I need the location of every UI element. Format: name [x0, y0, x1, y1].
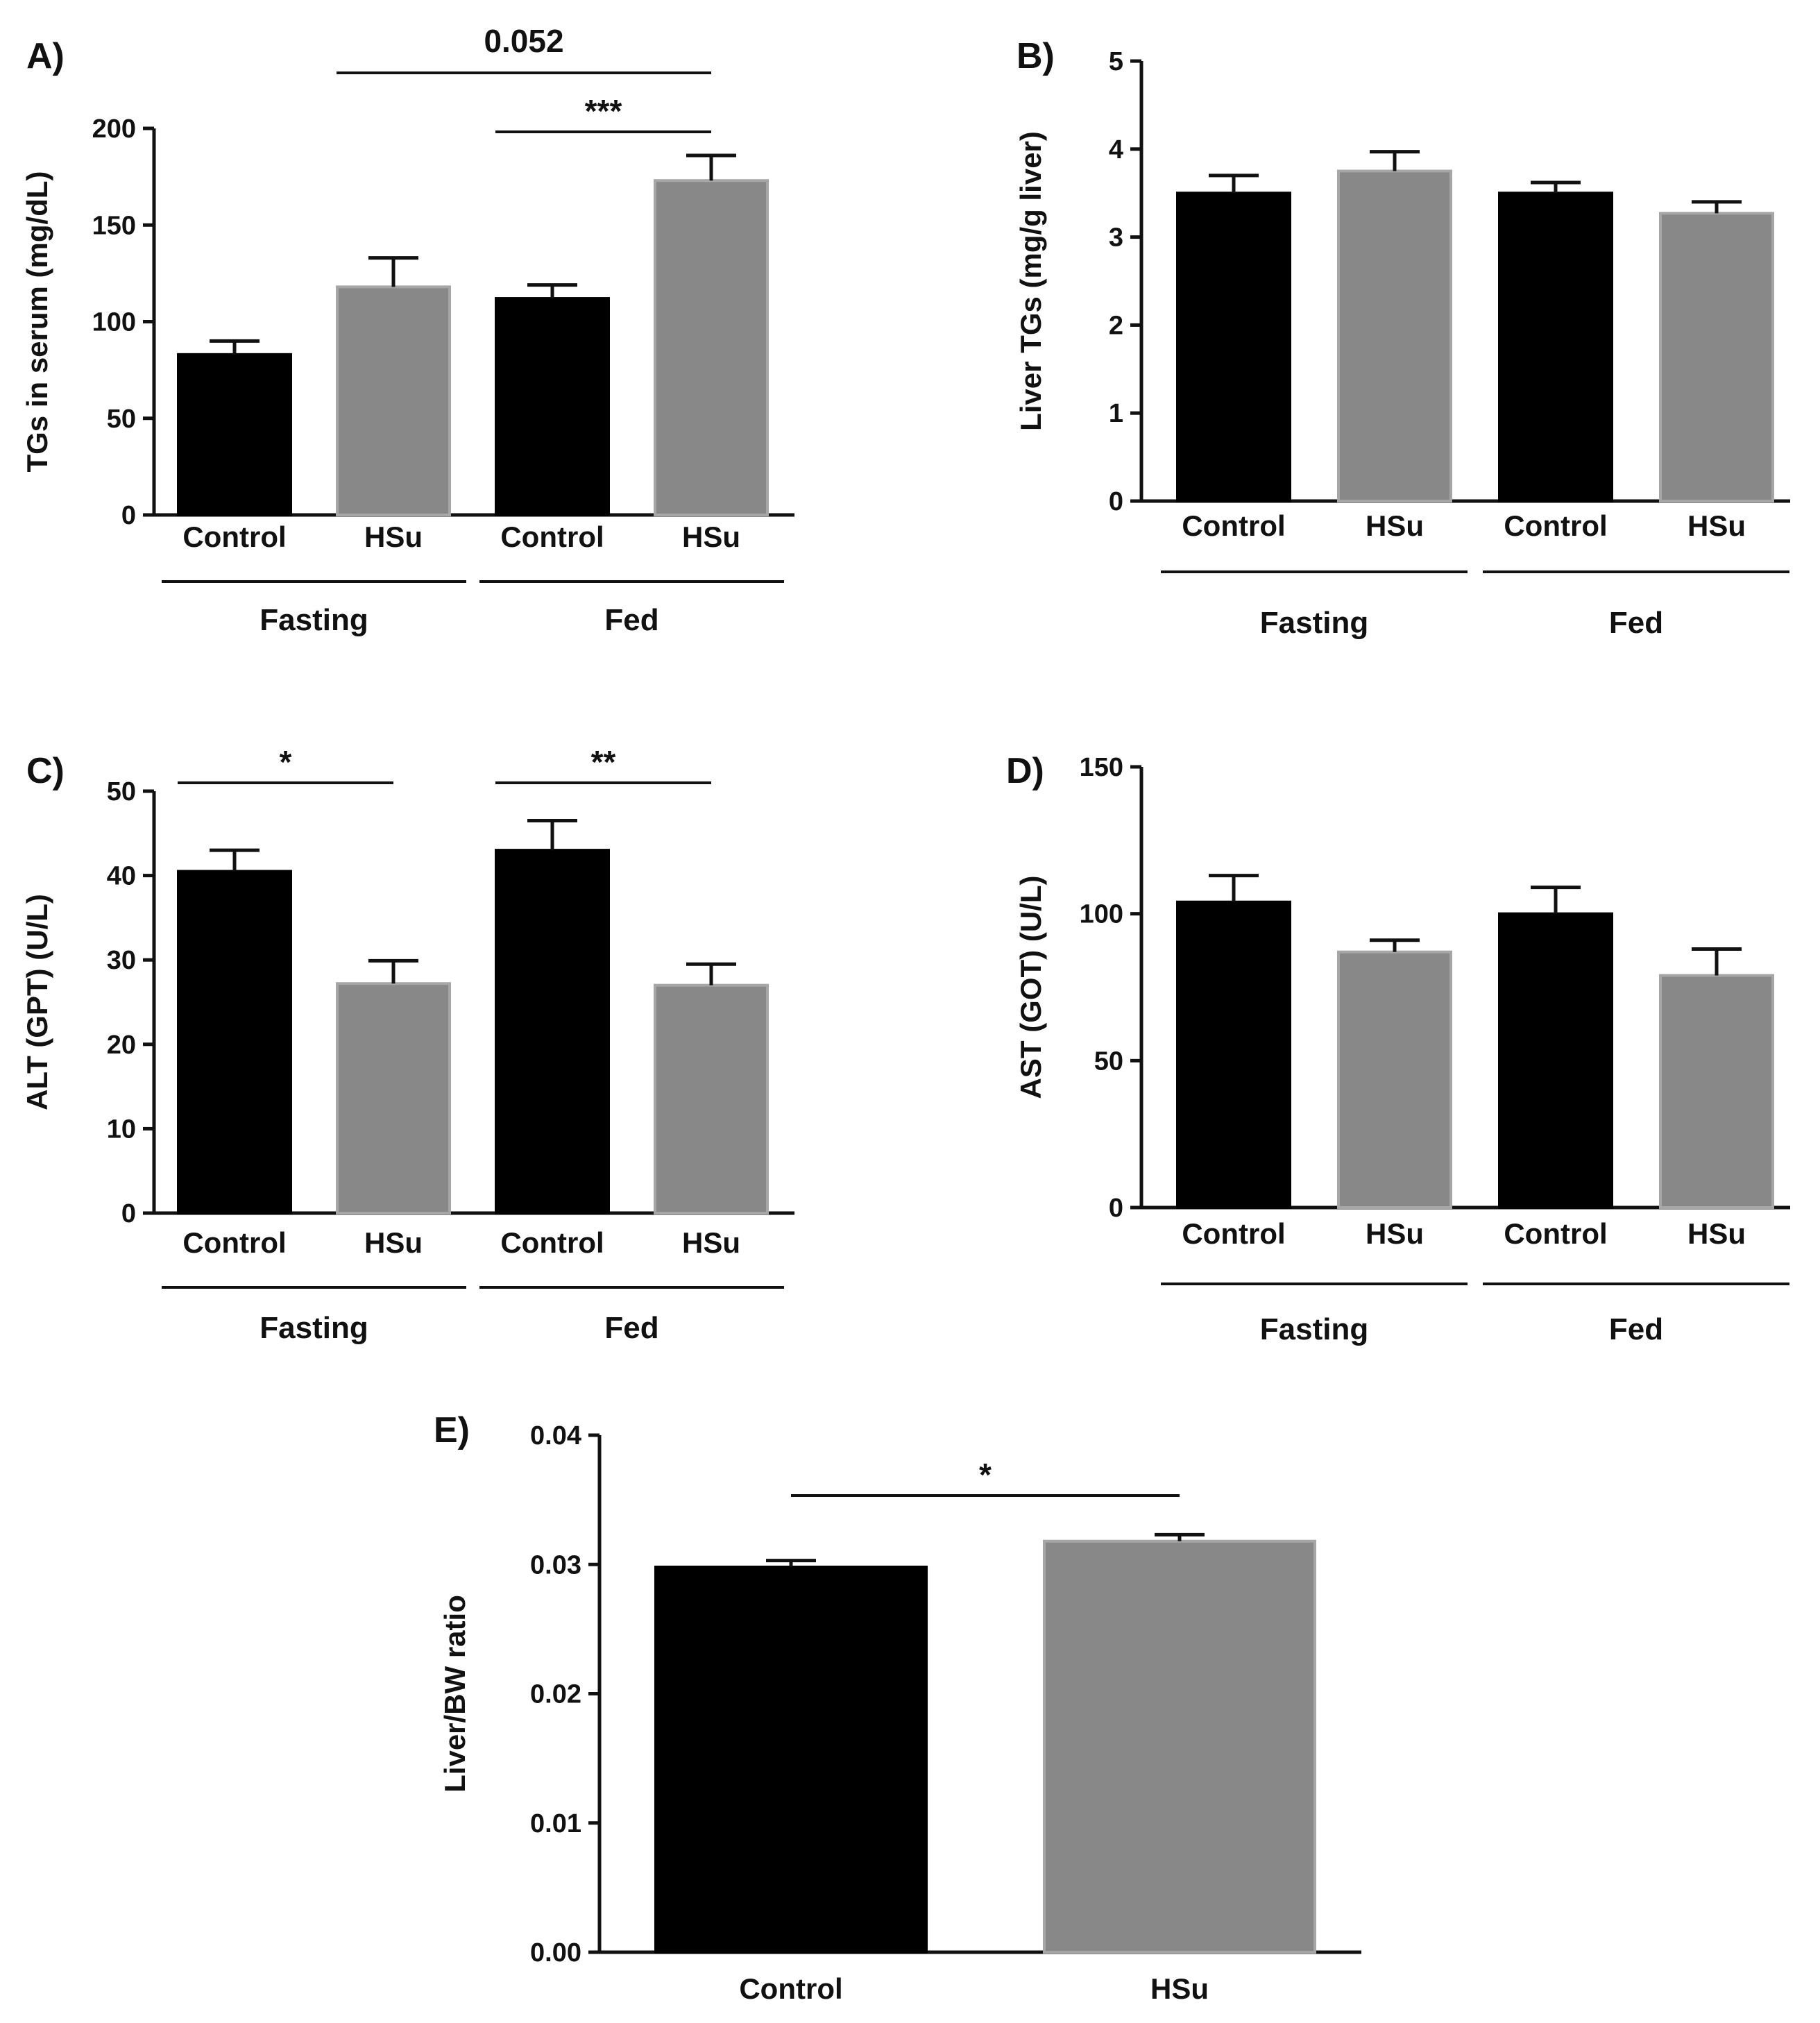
- bar: [1043, 1539, 1316, 1954]
- y-tick-label: 20: [107, 1031, 136, 1060]
- y-tick-label: 2: [1109, 311, 1123, 340]
- group-label: Fasting: [260, 603, 368, 637]
- chart-panel-d: D) AST (GOT) (U/L) 0 50 100 150 Control HSu Cont…: [1006, 751, 1790, 1346]
- x-category-label: Control: [182, 1226, 286, 1259]
- panel-letter: A): [26, 36, 65, 76]
- significance-label: *: [280, 744, 292, 780]
- y-tick-label: 150: [1080, 753, 1123, 782]
- bar: [1337, 950, 1452, 1209]
- x-category-label: HSu: [364, 520, 423, 553]
- y-tick-label: 50: [1094, 1047, 1123, 1076]
- x-category-label: Control: [1504, 509, 1607, 542]
- y-tick-label: 0.02: [530, 1680, 581, 1709]
- group-label: Fed: [1609, 606, 1663, 640]
- y-tick-label: 0.01: [530, 1809, 581, 1838]
- y-tick-label: 0.04: [530, 1421, 581, 1450]
- y-tick-label: 150: [92, 211, 136, 240]
- panel-letter: B): [1017, 36, 1055, 76]
- significance-label: *: [979, 1457, 992, 1493]
- bar: [1176, 192, 1291, 502]
- bar: [1659, 974, 1774, 1209]
- y-tick-label: 30: [107, 946, 136, 975]
- significance-label: ***: [585, 93, 622, 129]
- y-axis-title: ALT (GPT) (U/L): [21, 894, 53, 1110]
- x-category-label: HSu: [1366, 509, 1424, 542]
- y-tick-label: 50: [107, 405, 136, 434]
- y-axis-title: Liver/BW ratio: [439, 1595, 471, 1793]
- x-category-label: HSu: [364, 1226, 423, 1259]
- y-axis-title: Liver TGs (mg/g liver): [1014, 131, 1047, 431]
- bar: [1498, 912, 1613, 1209]
- y-tick-label: 0: [1109, 487, 1123, 516]
- group-label: Fed: [1609, 1312, 1663, 1346]
- bar: [1176, 900, 1291, 1209]
- y-tick-label: 3: [1109, 223, 1123, 253]
- chart-panel-e: E) Liver/BW ratio 0.00 0.01 0.02 0.03 0.04 Cont…: [434, 1410, 1361, 2005]
- group-label: Fed: [604, 603, 658, 637]
- x-category-label: HSu: [1366, 1217, 1424, 1250]
- bar: [654, 179, 769, 516]
- chart-panel-c: C) ALT (GPT) (U/L) 0 10 20 30 40 50 Control HSu Co…: [21, 744, 794, 1345]
- y-tick-label: 100: [1080, 900, 1123, 929]
- bar: [495, 297, 610, 516]
- y-tick-label: 100: [92, 308, 136, 337]
- chart-panel-a: A) TGs in serum (mg/dL) 0 50 100 150 200 Contro…: [21, 23, 794, 637]
- y-axis-title: AST (GOT) (U/L): [1014, 876, 1047, 1099]
- y-tick-label: 4: [1109, 135, 1123, 164]
- x-category-label: Control: [1182, 509, 1285, 542]
- bar: [1337, 169, 1452, 502]
- y-axis-title: TGs in serum (mg/dL): [21, 171, 53, 472]
- panel-letter: E): [434, 1410, 470, 1450]
- bar: [654, 1565, 928, 1954]
- bar: [495, 849, 610, 1214]
- x-category-label: Control: [739, 1972, 842, 2005]
- y-tick-label: 0.03: [530, 1550, 581, 1580]
- group-label: Fasting: [1260, 606, 1368, 640]
- x-category-label: Control: [1504, 1217, 1607, 1250]
- bar: [1498, 192, 1613, 502]
- significance-label: **: [591, 744, 616, 780]
- y-tick-label: 200: [92, 115, 136, 144]
- x-category-label: Control: [500, 1226, 604, 1259]
- y-tick-label: 0: [1109, 1194, 1123, 1223]
- x-category-label: Control: [1182, 1217, 1285, 1250]
- x-category-label: Control: [500, 520, 604, 553]
- group-label: Fasting: [260, 1311, 368, 1345]
- bar: [177, 353, 292, 516]
- panel-letter: D): [1006, 751, 1044, 791]
- y-tick-label: 5: [1109, 47, 1123, 76]
- y-tick-label: 10: [107, 1115, 136, 1144]
- group-label: Fasting: [1260, 1312, 1368, 1346]
- y-tick-label: 40: [107, 862, 136, 891]
- x-category-label: Control: [182, 520, 286, 553]
- bar: [336, 982, 451, 1215]
- bar: [1659, 212, 1774, 502]
- significance-label: 0.052: [484, 23, 563, 59]
- y-tick-label: 0: [121, 501, 136, 530]
- x-category-label: HSu: [682, 520, 740, 553]
- x-category-label: HSu: [1687, 1217, 1746, 1250]
- y-tick-label: 0: [121, 1199, 136, 1228]
- y-tick-label: 1: [1109, 399, 1123, 428]
- bar: [177, 870, 292, 1215]
- y-tick-label: 50: [107, 777, 136, 806]
- x-category-label: HSu: [1150, 1972, 1209, 2005]
- y-tick-label: 0.00: [530, 1938, 581, 1967]
- x-category-label: HSu: [682, 1226, 740, 1259]
- panel-letter: C): [26, 751, 65, 791]
- group-label: Fed: [604, 1311, 658, 1345]
- bar: [654, 983, 769, 1215]
- chart-panel-b: B) Liver TGs (mg/g liver) 0 1 2 3 4 5 Control HSu…: [1014, 36, 1790, 640]
- x-category-label: HSu: [1687, 509, 1746, 542]
- bar: [336, 285, 451, 516]
